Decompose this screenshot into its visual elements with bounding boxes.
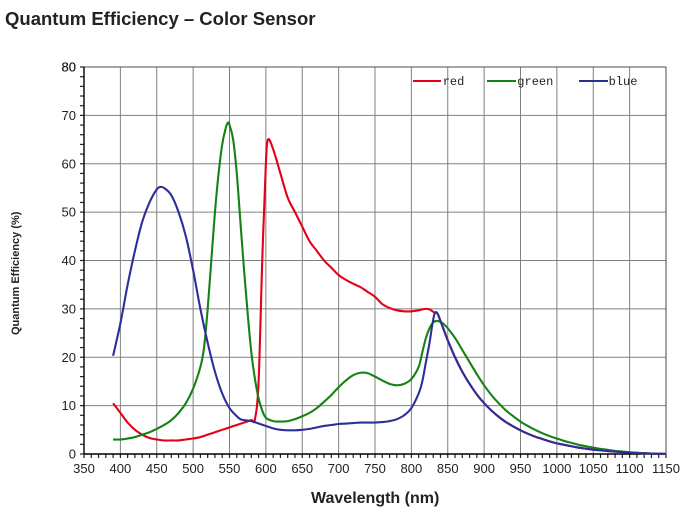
svg-text:800: 800: [401, 461, 423, 476]
svg-text:30: 30: [62, 301, 76, 316]
svg-text:950: 950: [510, 461, 532, 476]
svg-text:50: 50: [62, 205, 76, 220]
svg-text:1150: 1150: [652, 461, 680, 476]
svg-text:40: 40: [62, 253, 76, 268]
svg-text:350: 350: [73, 461, 95, 476]
svg-text:750: 750: [364, 461, 386, 476]
svg-text:700: 700: [328, 461, 350, 476]
svg-text:60: 60: [62, 156, 76, 171]
svg-text:550: 550: [219, 461, 241, 476]
svg-text:900: 900: [473, 461, 495, 476]
svg-text:1100: 1100: [616, 461, 644, 476]
svg-text:850: 850: [437, 461, 459, 476]
svg-text:20: 20: [62, 350, 76, 365]
svg-text:400: 400: [110, 461, 132, 476]
svg-text:70: 70: [62, 108, 76, 123]
svg-text:1050: 1050: [579, 461, 608, 476]
svg-text:450: 450: [146, 461, 168, 476]
svg-text:650: 650: [291, 461, 313, 476]
svg-text:10: 10: [62, 398, 76, 413]
svg-text:1000: 1000: [542, 461, 571, 476]
svg-text:0: 0: [69, 447, 76, 462]
svg-text:600: 600: [255, 461, 277, 476]
svg-text:500: 500: [182, 461, 204, 476]
svg-text:80: 80: [62, 60, 76, 75]
